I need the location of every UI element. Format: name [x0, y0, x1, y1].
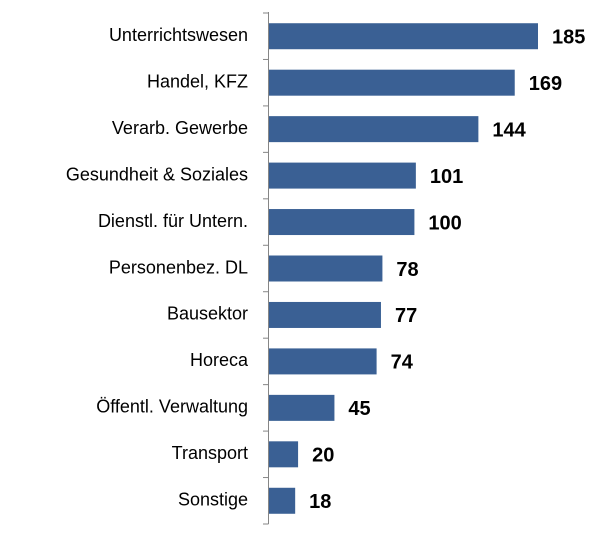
- bar: [269, 301, 381, 328]
- bar: [269, 116, 479, 143]
- category-label: Dienstl. für Untern.: [98, 211, 248, 231]
- value-label: 45: [348, 398, 370, 420]
- category-label: Horeca: [190, 350, 249, 370]
- category-label: Personenbez. DL: [109, 257, 248, 277]
- value-label: 20: [312, 445, 334, 467]
- category-label: Öffentl. Verwaltung: [96, 397, 248, 417]
- bar: [269, 23, 538, 50]
- bar: [269, 162, 416, 189]
- bar: [269, 394, 335, 421]
- bar: [269, 487, 296, 514]
- category-label: Gesundheit & Soziales: [66, 164, 248, 184]
- category-label: Sonstige: [178, 490, 248, 510]
- value-label: 185: [552, 27, 585, 49]
- category-label: Transport: [172, 443, 248, 463]
- bar: [269, 209, 415, 236]
- value-label: 18: [309, 491, 331, 513]
- bar: [269, 255, 383, 282]
- category-label: Handel, KFZ: [147, 71, 248, 91]
- value-label: 100: [428, 212, 461, 234]
- value-label: 78: [396, 259, 418, 281]
- category-label: Bausektor: [167, 304, 248, 324]
- category-label: Unterrichtswesen: [109, 25, 248, 45]
- value-label: 74: [391, 352, 414, 374]
- bar: [269, 348, 377, 375]
- bar: [269, 69, 515, 96]
- value-label: 144: [492, 119, 526, 141]
- bar: [269, 441, 299, 468]
- value-label: 77: [395, 305, 417, 327]
- category-label: Verarb. Gewerbe: [112, 118, 248, 138]
- value-label: 101: [430, 166, 463, 188]
- value-label: 169: [529, 73, 562, 95]
